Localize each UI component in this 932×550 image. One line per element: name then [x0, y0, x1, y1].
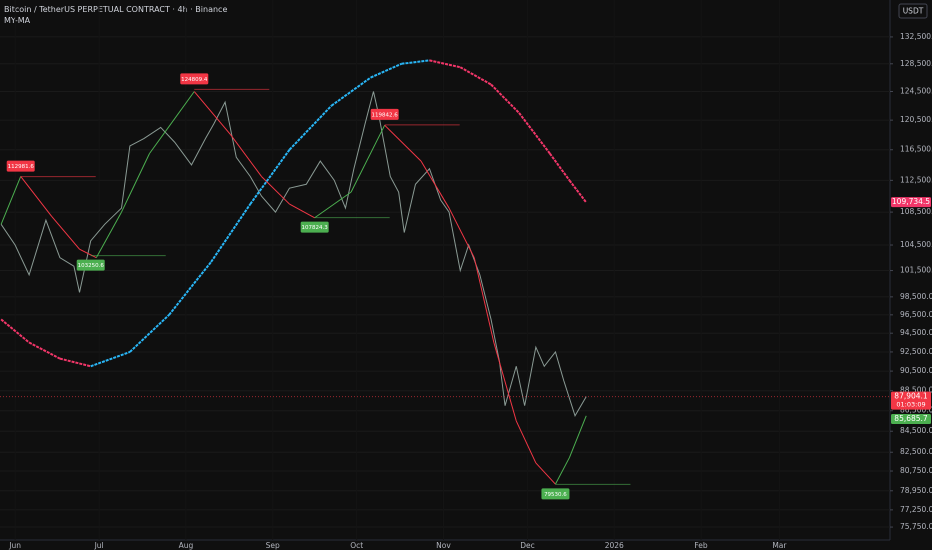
y-tick-label: 80,750.0	[900, 466, 932, 475]
ma-segment	[90, 351, 131, 368]
ma-segment	[370, 62, 402, 79]
ma-segment	[549, 152, 571, 181]
y-tick-label: 98,500.0	[900, 292, 932, 301]
y-tick-label: 104,500.0	[900, 240, 932, 249]
ma-segment	[121, 153, 150, 213]
ma-segment	[79, 248, 97, 259]
x-tick-label: Nov	[436, 541, 451, 550]
ma-segment	[95, 211, 122, 258]
ma-segment	[568, 415, 587, 458]
ma-segment	[0, 176, 22, 225]
x-tick-label: Jun	[8, 541, 21, 550]
ma-segment	[473, 257, 495, 343]
y-tick-label: 101,500.0	[900, 266, 932, 275]
ma-segment	[28, 341, 61, 360]
x-tick-label: Dec	[520, 541, 535, 550]
countdown: 01:03:09	[896, 401, 925, 409]
ma-segment	[535, 462, 556, 485]
pivot-label: 107824.3	[302, 225, 329, 231]
y-tick-label: 92,500.0	[900, 347, 932, 356]
ma-segment	[149, 91, 195, 154]
indicator-name: MY-MA	[4, 16, 31, 25]
pivot-box	[541, 488, 570, 500]
ma-segment	[420, 160, 450, 209]
price-line	[0, 91, 587, 418]
pivot-label: 119842.6	[372, 112, 399, 118]
ma-segment	[20, 176, 52, 217]
pivot-box	[180, 73, 209, 85]
ma-segment	[493, 342, 517, 422]
ma-segment	[515, 420, 537, 464]
ma-segment	[230, 134, 262, 177]
y-tick-label: 128,500.0	[900, 59, 932, 68]
ma-segment	[59, 357, 91, 368]
ma-segment	[555, 457, 570, 485]
pivot-box	[76, 259, 105, 271]
ma-segment	[459, 66, 492, 86]
x-tick-label: Jul	[94, 541, 104, 550]
pivot-box	[370, 108, 399, 120]
ma-segment	[384, 124, 422, 162]
price-tag-label: 87,904.1	[894, 392, 928, 401]
ma-segment	[518, 112, 551, 155]
ma-segment	[0, 318, 30, 344]
y-tick-label: 124,500.0	[900, 87, 932, 96]
y-tick-label: 75,750.0	[900, 522, 932, 531]
ma-segment	[249, 149, 291, 205]
y-tick-label: 116,500.0	[900, 145, 932, 154]
price-tag-label: 109,734.5	[892, 197, 930, 206]
ma-segment	[429, 59, 461, 69]
chart-title: Bitcoin / TetherUS PERPETUAL CONTRACT · …	[4, 5, 227, 14]
ma-segment	[401, 59, 430, 65]
pivot-label: 124809.4	[181, 77, 208, 83]
pivot-box	[300, 221, 329, 233]
y-tick-label: 112,500.0	[900, 175, 932, 184]
currency-button[interactable]	[898, 3, 928, 19]
x-tick-label: Feb	[694, 541, 708, 550]
pivot-label: 112981.6	[8, 164, 35, 170]
x-tick-label: Aug	[179, 541, 194, 550]
price-tag	[891, 391, 931, 410]
ma-segment	[350, 125, 386, 193]
y-tick-label: 96,500.0	[900, 310, 932, 319]
ma-segment	[289, 203, 315, 219]
price-tag	[891, 414, 931, 425]
y-tick-label: 78,950.0	[900, 486, 932, 495]
pivot-label: 79530.6	[544, 492, 567, 498]
pivot-box	[6, 160, 35, 172]
ma-segment	[193, 91, 232, 136]
x-tick-label: Oct	[350, 541, 363, 550]
currency-label[interactable]: USDT	[903, 7, 924, 16]
ma-segment	[288, 105, 333, 151]
ma-segment	[314, 191, 352, 219]
ma-segment	[330, 76, 372, 107]
y-tick-label: 84,500.0	[900, 426, 932, 435]
ma-segment	[210, 203, 252, 263]
y-tick-label: 77,250.0	[900, 505, 932, 514]
y-tick-label: 82,500.0	[900, 447, 932, 456]
y-tick-label: 90,500.0	[900, 366, 932, 375]
x-tick-label: 2026	[605, 541, 624, 550]
y-tick-label: 94,500.0	[900, 328, 932, 337]
y-tick-label: 108,500.0	[900, 207, 932, 216]
ma-segment	[168, 261, 212, 316]
ma-segment	[51, 215, 80, 250]
x-tick-label: Mar	[772, 541, 787, 550]
ma-segment	[490, 83, 520, 114]
price-tag-label: 85,685.7	[894, 414, 928, 423]
ma-segment	[261, 176, 290, 205]
ma-segment	[568, 179, 588, 204]
pivot-label: 103250.6	[78, 263, 105, 269]
y-tick-label: 88,500.0	[900, 386, 932, 395]
ma-segment	[129, 314, 170, 353]
y-tick-label: 120,500.0	[900, 115, 932, 124]
y-tick-label: 132,500.0	[900, 32, 932, 41]
y-tick-label: 86,500.0	[900, 406, 932, 415]
ma-segment	[448, 207, 475, 258]
price-tag	[891, 197, 931, 208]
x-tick-label: Sep	[266, 541, 280, 550]
